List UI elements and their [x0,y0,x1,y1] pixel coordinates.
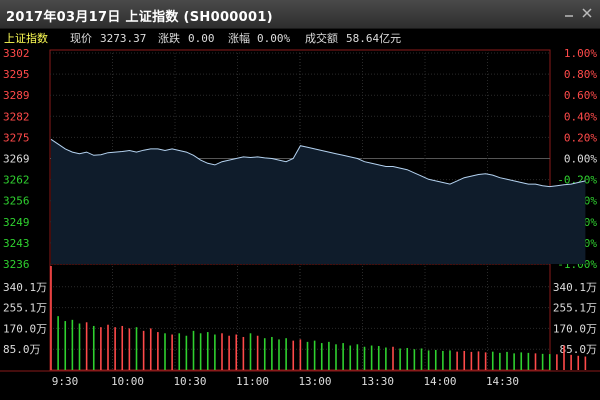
price-tick-label: 3275 [3,131,30,144]
close-icon[interactable] [580,6,594,20]
pct-tick-label: 0.00% [564,153,597,166]
price-area-fill [51,139,586,264]
quote-info-bar: 上证指数 现价 3273.37 涨跌 0.00 涨幅 0.00% 成交额 58.… [0,29,600,48]
price-tick-label: 3249 [3,216,30,229]
time-tick-label: 13:00 [298,375,331,388]
minimize-icon[interactable] [562,6,576,20]
price-tick-label: 3262 [3,174,30,187]
price-tick-label: 3256 [3,195,30,208]
price-tick-label: 3243 [3,237,30,250]
volume-tick-label: 170.0万 [3,322,47,335]
volume-tick-label: 255.1万 [3,302,47,315]
pct-tick-label: 0.40% [564,110,597,123]
price-tick-label: 3295 [3,68,30,81]
pct-tick-label: -0.20% [557,174,597,187]
index-name: 上证指数 [4,32,48,45]
price-tick-label: 3269 [3,153,30,166]
volume-tick-label-right: 255.1万 [553,302,597,315]
time-tick-label: 13:30 [361,375,394,388]
change-value: 0.00 [188,32,215,45]
time-tick-label: 9:30 [52,375,79,388]
pct-value: 0.00% [257,32,291,45]
price-label: 现价 [70,32,92,45]
pct-tick-label: 1.00% [564,47,597,60]
time-tick-label: 10:30 [173,375,206,388]
price-tick-label: 3302 [3,47,30,60]
volume-tick-label-right: 340.1万 [553,281,597,294]
price-tick-label: 3289 [3,89,30,102]
price-tick-label: 3282 [3,110,30,123]
pct-tick-label: 0.20% [564,131,597,144]
volume-tick-label-right: 85.0万 [560,343,598,356]
volume-tick-label: 85.0万 [3,343,41,356]
price-line [50,138,586,188]
pct-tick-label: 0.80% [564,68,597,81]
pct-tick-label: 0.60% [564,89,597,102]
price-tick-label: 3236 [3,258,30,271]
change-label: 涨跌 [158,32,180,45]
title-bar: 2017年03月17日 上证指数 (SH000001) [0,0,600,29]
volume-tick-label-right: 170.0万 [553,322,597,335]
turnover-value: 58.64亿元 [346,32,402,45]
time-tick-label: 14:30 [486,375,519,388]
time-tick-label: 10:00 [111,375,144,388]
time-tick-label: 11:00 [236,375,269,388]
window-title: 2017年03月17日 上证指数 (SH000001) [6,10,273,25]
turnover-label: 成交额 [305,32,338,45]
pct-label: 涨幅 [228,32,250,45]
time-tick-label: 14:00 [423,375,456,388]
volume-tick-label: 340.1万 [3,281,47,294]
price-value: 3273.37 [100,32,147,45]
